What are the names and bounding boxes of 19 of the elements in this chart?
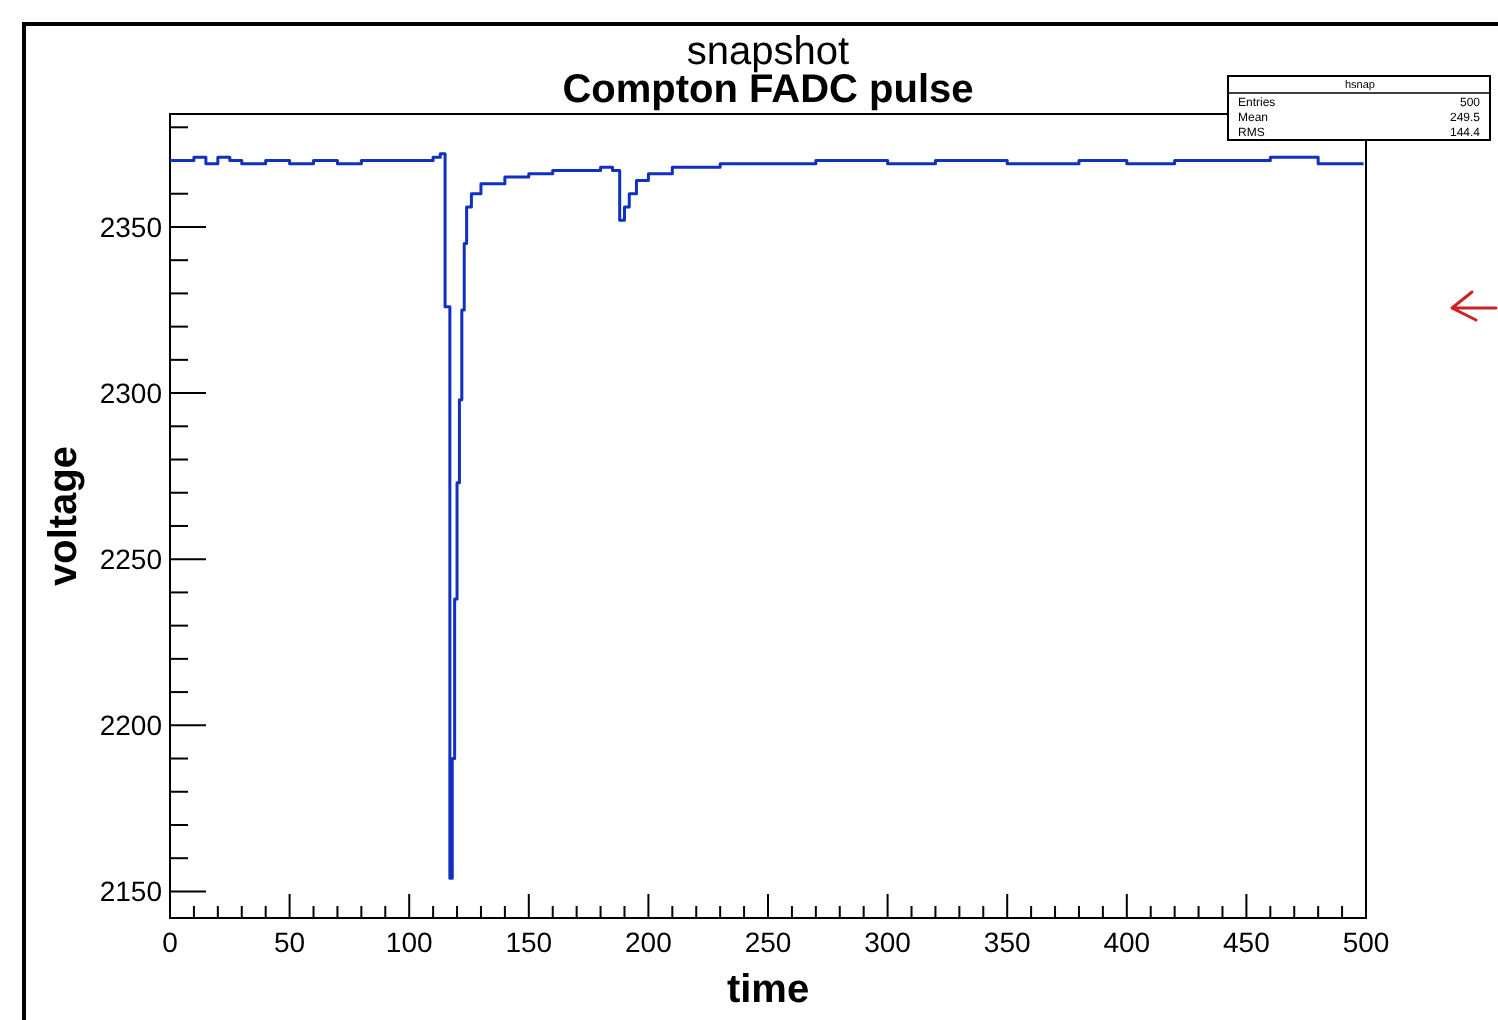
x-tick-label: 250 [744, 926, 792, 958]
x-tick-label: 0 [162, 926, 179, 958]
x-tick-label: 400 [1103, 926, 1151, 958]
x-tick-label: 150 [505, 926, 553, 958]
y-tick-label: 2200 [99, 709, 163, 742]
chart-title: snapshot [686, 30, 851, 74]
y-tick-label: 2250 [99, 543, 163, 576]
x-tick-label: 450 [1223, 926, 1271, 958]
x-tick-label: 50 [274, 926, 306, 958]
x-tick-label: 200 [625, 926, 673, 958]
y-tick-label: 2150 [99, 875, 163, 908]
y-axis-title: voltage [42, 445, 86, 587]
y-tick-label: 2300 [99, 377, 163, 410]
x-tick-label: 100 [385, 926, 433, 958]
y-tick-label: 2350 [99, 210, 163, 243]
x-tick-label: 500 [1342, 926, 1390, 958]
x-tick-label: 350 [983, 926, 1031, 958]
x-tick-label: 300 [864, 926, 912, 958]
x-axis-title: time [726, 968, 810, 1012]
